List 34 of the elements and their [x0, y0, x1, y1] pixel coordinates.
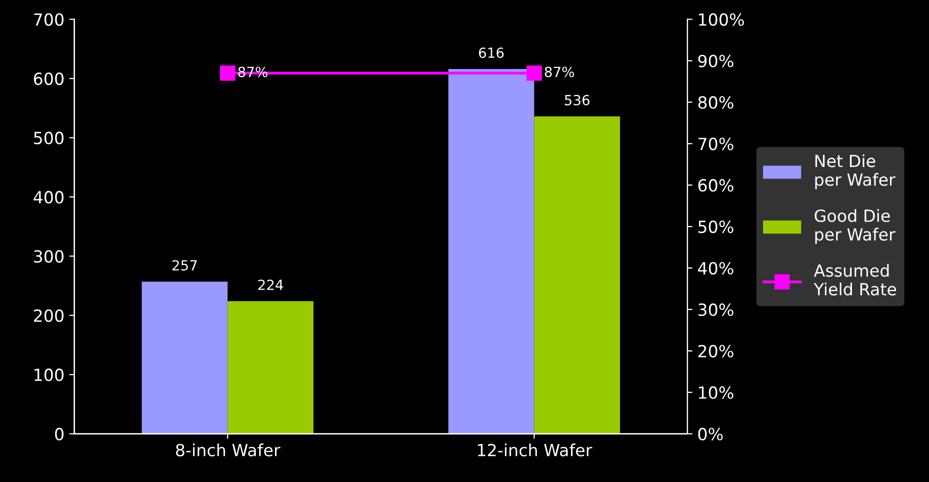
y-tick-label: 200 [34, 309, 64, 322]
y2-tick-label: 80% [698, 96, 734, 109]
y-tick-label: 700 [34, 13, 64, 26]
bar [142, 282, 228, 434]
y2-tick-label: 60% [698, 179, 734, 192]
data-label: 87% [544, 66, 574, 78]
data-label: 616 [478, 47, 504, 58]
y2-tick-label: 30% [698, 303, 734, 316]
data-label: 257 [172, 260, 197, 271]
data-label: 87% [238, 66, 268, 78]
y2-tick-label: 90% [698, 54, 734, 68]
y-tick-label: 100 [34, 368, 64, 382]
y-tick-label: 0 [55, 428, 64, 440]
data-label: 224 [258, 280, 283, 290]
y2-tick-label: 10% [699, 386, 734, 399]
bar [534, 116, 620, 434]
legend-label: Good Die per Wafer [814, 209, 896, 244]
x-tick-label: 12-inch Wafer [478, 444, 592, 456]
bar [448, 69, 534, 434]
x-tick-label: 8-inch Wafer [176, 444, 280, 456]
legend-label: Assumed Yield Rate [814, 264, 896, 296]
y2-tick-label: 70% [698, 138, 734, 150]
y-tick-label: 300 [34, 250, 64, 263]
y2-tick-label: 40% [698, 262, 734, 275]
y2-tick-label: 0% [698, 428, 723, 440]
data-label: 536 [564, 94, 590, 106]
y2-tick-label: 50% [698, 220, 734, 234]
legend-label: Net Die per Wafer [815, 154, 896, 190]
y2-tick-label: 20% [698, 344, 734, 358]
y-tick-label: 600 [34, 72, 64, 86]
y-tick-label: 500 [34, 132, 64, 144]
bar [228, 301, 314, 434]
y-tick-label: 400 [34, 190, 64, 204]
y2-tick-label: 100% [699, 13, 744, 26]
